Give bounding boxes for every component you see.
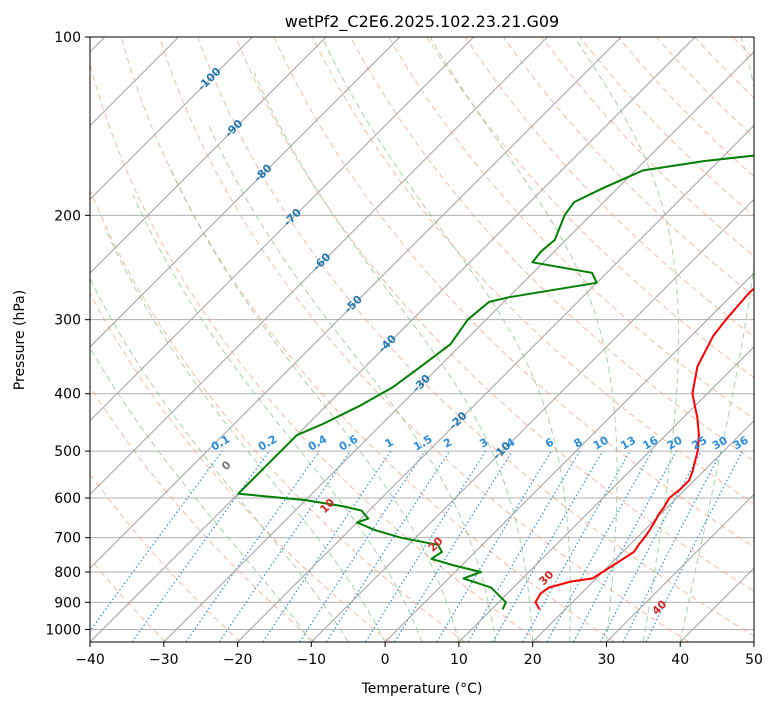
plot-frame [89,36,755,643]
moist-adiabat-line [429,37,618,642]
isotherm-line [90,37,401,348]
dry-adiabat-line [617,37,754,178]
moist-adiabat-line [90,277,349,642]
isotherm-line [90,37,253,201]
moist-adiabat-line [573,37,680,642]
x-tick-label: 30 [597,652,615,668]
mixing-ratio-line [645,450,744,642]
y-tick-label: 900 [54,595,81,611]
reference-lines-layer [90,37,754,642]
dry-adiabat-line [90,385,316,642]
dry-adiabat-line [159,37,690,642]
temperature-profile-line [534,287,754,610]
moist-adiabat-line [679,37,754,642]
isotherm-line [310,198,754,642]
series-layer [237,154,754,610]
x-axis-label: Temperature (°C) [361,681,483,697]
dry-adiabat-line [235,37,754,592]
x-tick-label: 10 [450,652,468,668]
mixing-ratio-line [131,450,270,642]
dewpoint-profile-line [237,154,754,610]
mixing-ratio-line [394,450,513,642]
ticks-layer: −40 −30 −20 −10 0 10 20 30 40 50 100 200 300 400 500 60… [45,30,763,668]
dry-adiabat-line [426,37,754,379]
x-tick-label: 40 [671,652,689,668]
y-tick-label: 800 [54,565,81,581]
dry-adiabat-line [388,37,754,420]
y-tick-label: 700 [54,531,81,547]
x-tick-label: −20 [223,652,253,668]
moist-adiabat-line [253,72,534,642]
isotherm-line [90,37,548,496]
dry-adiabat-line [90,188,465,642]
isotherm-line [90,37,696,642]
dry-adiabat-line [350,37,754,462]
isotherm-line [384,272,754,642]
y-axis-label: Pressure (hPa) [12,290,28,390]
dry-adiabat-line [273,37,754,548]
isotherm-line [90,37,327,274]
x-tick-label: 50 [745,652,763,668]
dry-adiabat-line [120,37,615,642]
dry-adiabat-line [90,62,540,642]
dry-adiabat-line [197,37,754,637]
x-tick-label: −40 [75,652,105,668]
moist-adiabat-line [168,165,460,642]
isotherm-line [163,51,754,642]
y-tick-label: 100 [54,30,81,46]
y-tick-label: 500 [54,444,81,460]
x-tick-label: −30 [149,652,179,668]
dry-adiabat-line [541,37,754,257]
mixing-ratio-line [218,450,351,642]
mixing-ratio-line [522,450,631,642]
dry-adiabat-line [90,292,391,642]
y-tick-label: 600 [54,491,81,507]
dry-adiabat-line [90,473,241,642]
isotherm-line [606,493,754,642]
isotherm-line [458,346,754,642]
moist-adiabat-line [321,37,571,642]
x-tick-label: 20 [524,652,542,668]
mixing-ratio-line [299,450,426,642]
x-tick-label: 0 [381,652,390,668]
y-tick-label: 300 [54,313,81,329]
isotherm-line [237,124,754,642]
moist-adiabat-line [132,195,423,642]
isotherm-line [90,37,622,569]
y-tick-label: 1000 [45,622,81,638]
mixing-ratio-line [262,450,392,642]
mixing-ratio-line [90,450,223,632]
moist-adiabat-line [104,227,386,642]
chart-title: wetPf2_C2E6.2025.102.23.21.G09 [285,12,559,32]
moist-adiabat-line [207,123,497,642]
mixing-ratio-line [325,450,451,642]
y-tick-label: 400 [54,387,81,403]
x-tick-label: −10 [297,652,327,668]
isotherm-line [90,37,475,422]
dry-adiabat-line [502,37,754,297]
mixing-ratio-line [185,450,320,642]
y-tick-label: 200 [54,208,81,224]
mixing-ratio-line [546,450,653,642]
isotherm-line [532,419,754,642]
